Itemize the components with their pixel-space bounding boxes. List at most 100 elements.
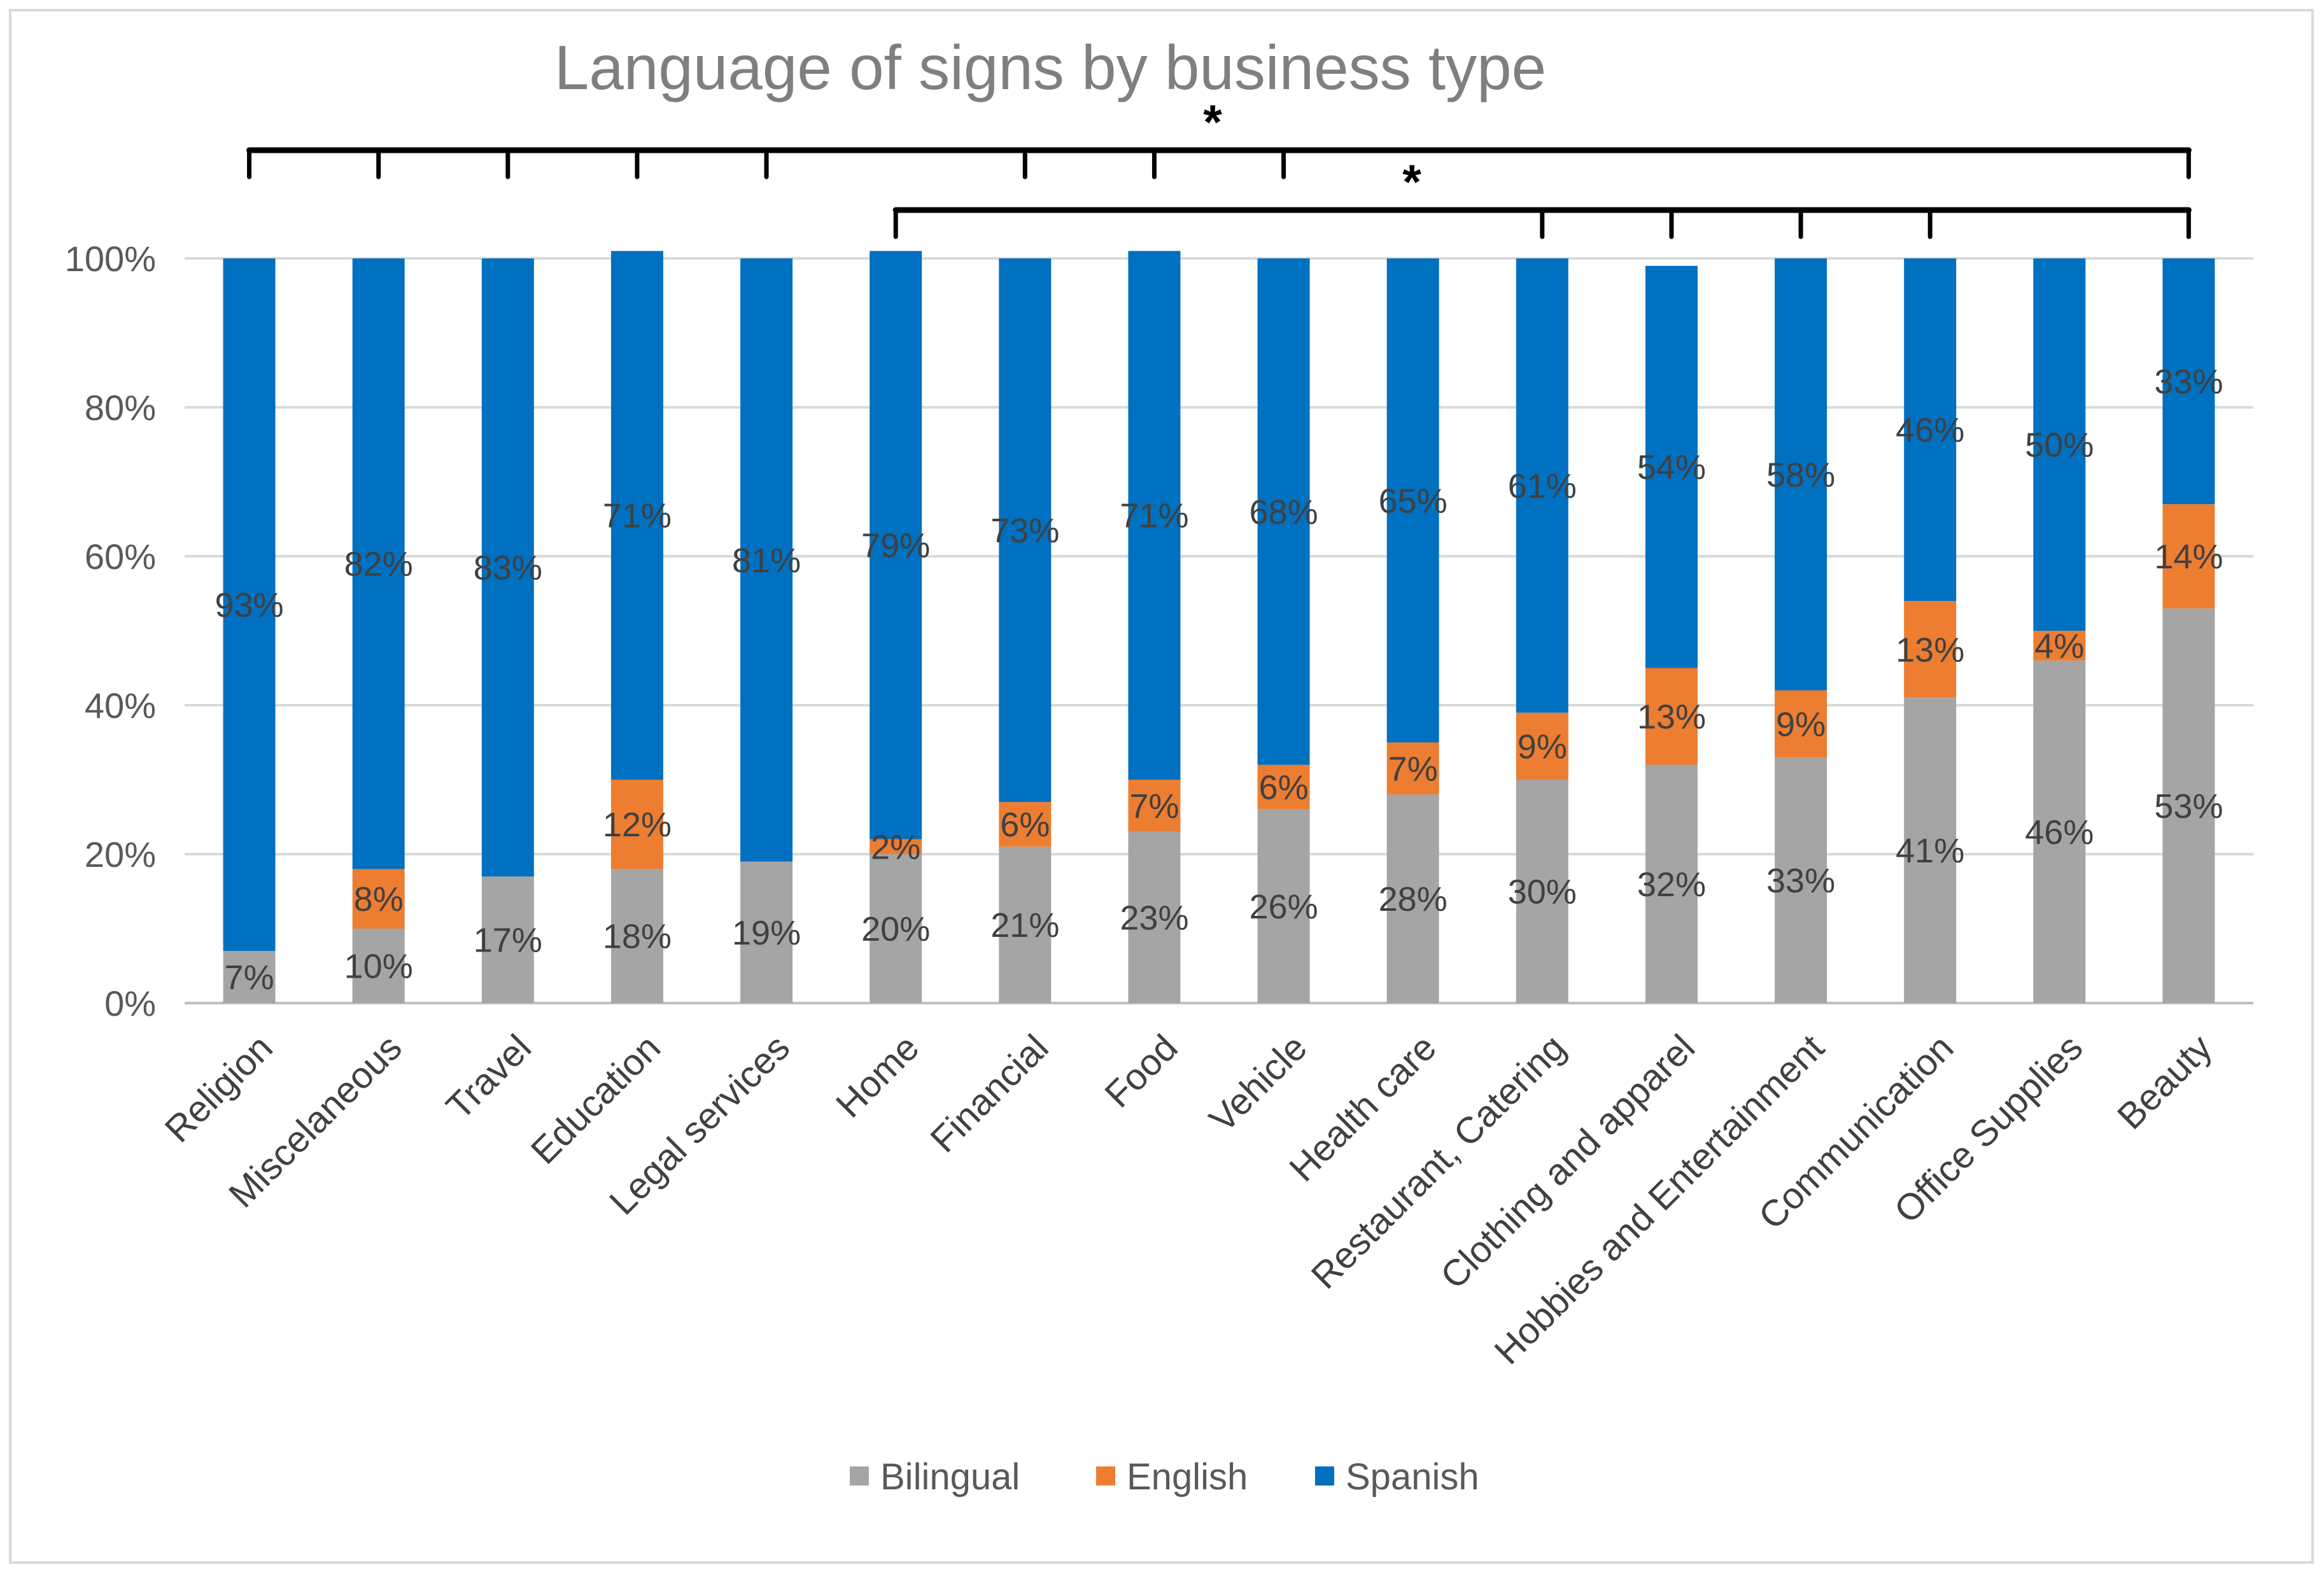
significance-star-2: * [1402, 155, 1421, 209]
data-label-bilingual-food: 23% [1120, 899, 1188, 937]
bar-spanish-legal-services [740, 258, 793, 862]
data-label-spanish-education: 71% [603, 497, 672, 535]
significance-star-1: * [1203, 95, 1222, 150]
bar-english-communication [1904, 601, 1957, 698]
bar-spanish-beauty [2162, 258, 2215, 505]
legend-label-spanish: Spanish [1346, 1456, 1479, 1498]
data-label-english-restaurant-catering: 9% [1518, 727, 1567, 766]
bar-english-food [1128, 780, 1181, 832]
bar-bilingual-vehicle [1257, 809, 1310, 1003]
category-label-food: Food [1097, 1027, 1185, 1115]
bar-spanish-education [610, 251, 663, 780]
data-label-bilingual-vehicle: 26% [1250, 888, 1318, 926]
data-label-spanish-health-care: 65% [1379, 482, 1447, 520]
legend-swatch-english [1096, 1466, 1115, 1486]
bar-bilingual-legal-services [740, 861, 793, 1003]
data-label-english-clothing-and-apparel: 13% [1637, 698, 1706, 736]
bar-english-clothing-and-apparel [1645, 668, 1698, 765]
data-label-english-communication: 13% [1896, 631, 1964, 669]
data-label-spanish-home: 79% [861, 526, 930, 565]
legend-swatch-bilingual [850, 1466, 869, 1486]
legend: Bilingual English Spanish [850, 1456, 1479, 1498]
y-tick-label: 0% [104, 983, 156, 1023]
significance-brackets: ** [246, 95, 2192, 239]
bar-spanish-home [870, 251, 922, 840]
data-label-english-financial: 6% [1000, 806, 1050, 844]
data-label-spanish-travel: 83% [474, 549, 542, 587]
bar-english-hobbies-and-entertainment [1775, 690, 1828, 757]
bar-spanish-clothing-and-apparel [1645, 265, 1698, 668]
bar-bilingual-religion [223, 951, 276, 1003]
data-label-spanish-financial: 73% [990, 512, 1059, 550]
data-label-english-office-supplies: 4% [2034, 627, 2084, 665]
y-tick-label: 40% [85, 685, 156, 726]
data-label-spanish-hobbies-and-entertainment: 58% [1766, 456, 1835, 494]
data-label-bilingual-communication: 41% [1896, 832, 1964, 870]
bar-english-financial [999, 802, 1052, 847]
bar-spanish-restaurant-catering [1516, 258, 1568, 713]
data-label-bilingual-clothing-and-apparel: 32% [1637, 866, 1706, 904]
y-tick-label: 60% [85, 537, 156, 577]
data-label-english-vehicle: 6% [1259, 769, 1309, 807]
data-label-bilingual-hobbies-and-entertainment: 33% [1766, 862, 1835, 900]
bar-bilingual-communication [1904, 698, 1957, 1003]
bar-spanish-financial [999, 258, 1052, 803]
bar-spanish-hobbies-and-entertainment [1775, 258, 1828, 691]
data-label-english-hobbies-and-entertainment: 9% [1776, 705, 1826, 743]
data-label-spanish-religion: 93% [215, 586, 284, 624]
bar-english-beauty [2162, 504, 2215, 608]
data-label-spanish-office-supplies: 50% [2025, 426, 2094, 465]
y-tick-label: 80% [85, 388, 156, 428]
bar-spanish-religion [223, 258, 276, 952]
bar-bilingual-office-supplies [2033, 660, 2086, 1003]
bar-spanish-food [1128, 251, 1181, 780]
bar-bilingual-miscelaneous [352, 929, 405, 1003]
bar-bilingual-hobbies-and-entertainment [1775, 757, 1828, 1003]
legend-label-english: English [1127, 1456, 1248, 1498]
data-label-spanish-vehicle: 68% [1250, 493, 1318, 531]
legend-label-bilingual: Bilingual [880, 1456, 1020, 1498]
category-label-financial: Financial [922, 1027, 1056, 1160]
data-label-english-food: 7% [1129, 787, 1179, 826]
bar-bilingual-beauty [2162, 608, 2215, 1003]
bar-english-health-care [1386, 742, 1439, 795]
data-label-english-home: 2% [871, 828, 920, 866]
data-labels: 7% 93% 10% 8% 82% 17% 83% 18% 12% 71% 19% 81% 20% 2% 7… [215, 363, 2223, 997]
bar-bilingual-financial [999, 847, 1052, 1003]
data-label-english-beauty: 14% [2154, 538, 2223, 576]
bar-english-office-supplies [2033, 631, 2086, 661]
data-label-bilingual-miscelaneous: 10% [344, 948, 413, 986]
chart-title: Language of signs by business type [554, 32, 1546, 102]
data-label-english-health-care: 7% [1388, 750, 1438, 788]
data-label-bilingual-restaurant-catering: 30% [1508, 873, 1577, 911]
data-label-spanish-miscelaneous: 82% [344, 545, 413, 584]
bar-english-restaurant-catering [1516, 712, 1568, 780]
category-label-beauty: Beauty [2109, 1027, 2220, 1137]
data-label-spanish-legal-services: 81% [732, 542, 801, 580]
bar-bilingual-education [610, 869, 663, 1003]
data-label-english-miscelaneous: 8% [354, 880, 404, 918]
data-label-bilingual-home: 20% [861, 910, 930, 948]
data-label-bilingual-religion: 7% [225, 959, 274, 997]
data-label-bilingual-travel: 17% [474, 922, 542, 960]
bar-english-miscelaneous [352, 869, 405, 929]
category-label-restaurant-catering: Restaurant, Catering [1304, 1027, 1574, 1296]
bar-english-vehicle [1257, 764, 1310, 810]
data-label-spanish-food: 71% [1120, 497, 1188, 535]
bar-spanish-travel [481, 258, 534, 877]
category-label-religion: Religion [157, 1027, 281, 1150]
bar-spanish-communication [1904, 258, 1957, 601]
bars [223, 251, 2215, 1003]
data-label-spanish-restaurant-catering: 61% [1508, 467, 1577, 505]
data-label-bilingual-financial: 21% [990, 906, 1059, 945]
legend-swatch-spanish [1315, 1466, 1334, 1486]
data-label-bilingual-health-care: 28% [1379, 880, 1447, 918]
category-label-clothing-and-apparel: Clothing and apparel [1433, 1027, 1703, 1296]
data-label-bilingual-legal-services: 19% [732, 914, 801, 952]
bar-bilingual-travel [481, 876, 534, 1003]
bar-spanish-office-supplies [2033, 258, 2086, 631]
bar-spanish-vehicle [1257, 258, 1310, 765]
bar-english-home [870, 839, 922, 854]
